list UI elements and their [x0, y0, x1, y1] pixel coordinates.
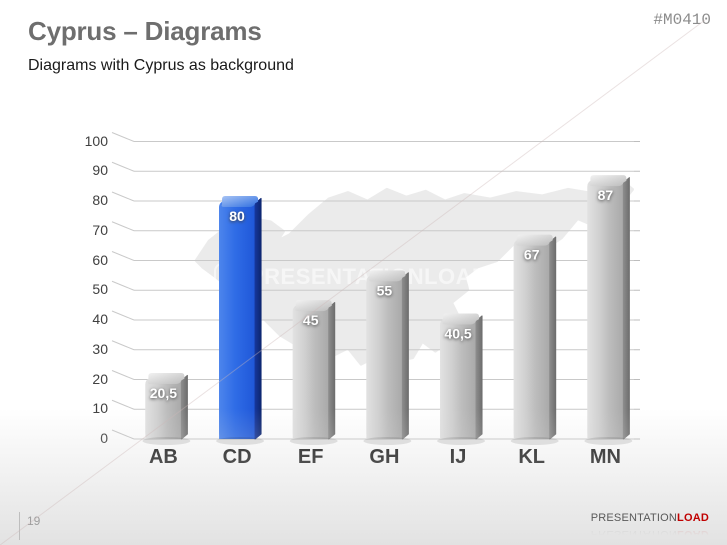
svg-text:87: 87	[598, 187, 614, 203]
svg-text:67: 67	[524, 247, 540, 263]
svg-text:55: 55	[377, 282, 393, 298]
svg-text:45: 45	[303, 312, 319, 328]
svg-text:80: 80	[229, 208, 245, 224]
svg-text:40,5: 40,5	[444, 326, 471, 342]
svg-text:20,5: 20,5	[150, 385, 177, 401]
